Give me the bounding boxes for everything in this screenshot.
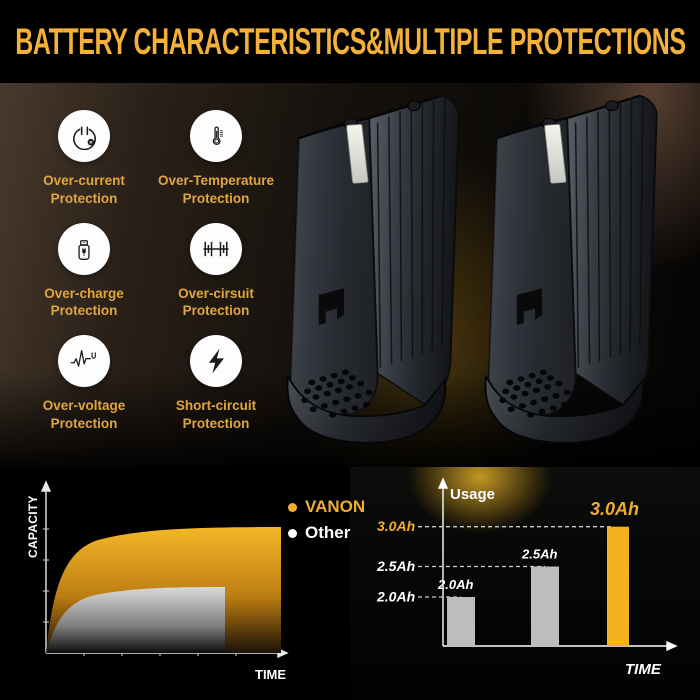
svg-text:2.0Ah: 2.0Ah	[376, 589, 415, 605]
svg-text:2.0Ah: 2.0Ah	[437, 577, 473, 592]
svg-text:2.5Ah: 2.5Ah	[521, 547, 557, 562]
svg-text:Usage: Usage	[450, 486, 495, 503]
svg-text:TIME: TIME	[255, 667, 286, 682]
svg-text:TIME: TIME	[625, 661, 662, 678]
svg-text:2.5Ah: 2.5Ah	[376, 558, 415, 574]
svg-text:3.0Ah: 3.0Ah	[590, 499, 639, 519]
